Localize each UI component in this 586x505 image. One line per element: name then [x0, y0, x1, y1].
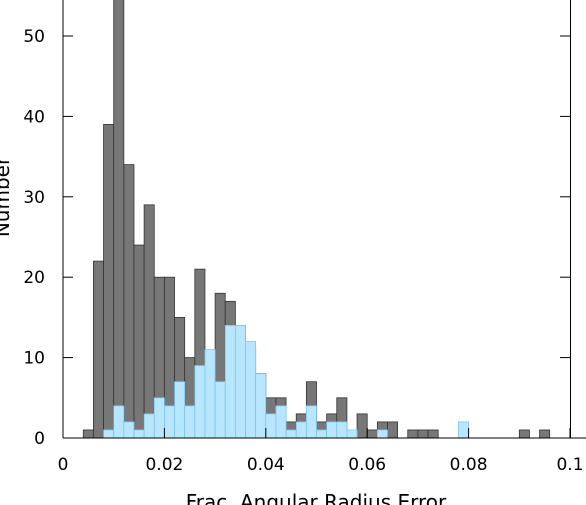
y-tick-label: 30	[23, 188, 45, 208]
bar	[174, 381, 186, 439]
bar	[113, 405, 125, 439]
series-blue-bars	[103, 325, 469, 439]
bar	[356, 413, 368, 439]
bar	[204, 349, 216, 439]
bar	[265, 413, 277, 439]
bar	[234, 325, 246, 439]
bar	[224, 325, 236, 439]
bar	[133, 244, 145, 439]
x-axis-label: Frac. Angular Radius Error	[186, 490, 447, 505]
bar	[316, 429, 328, 439]
bar	[285, 429, 297, 439]
bar	[366, 429, 378, 439]
bar	[387, 421, 399, 439]
x-tick-label: 0.06	[348, 455, 386, 475]
bar	[214, 381, 226, 439]
bar	[275, 405, 287, 439]
bar	[458, 421, 469, 439]
bar	[133, 429, 145, 439]
bar	[417, 429, 429, 439]
bar	[163, 405, 175, 439]
bar	[194, 365, 206, 439]
bar	[245, 341, 257, 439]
bar	[103, 429, 115, 439]
bar	[407, 429, 419, 439]
bar	[82, 429, 94, 439]
axes	[62, 0, 586, 439]
bar	[346, 429, 358, 439]
y-tick-label: 50	[23, 27, 45, 47]
y-tick-label: 10	[23, 349, 45, 369]
y-tick-label: 0	[34, 429, 45, 449]
bar	[427, 429, 439, 439]
bar	[518, 429, 530, 439]
bar	[539, 429, 551, 439]
bar	[295, 421, 307, 439]
bar	[153, 397, 165, 439]
bar	[326, 421, 338, 439]
y-axis-label: Number	[0, 156, 14, 237]
y-tick-label: 20	[23, 268, 45, 288]
bar	[103, 124, 115, 439]
x-tick-label: 0.02	[145, 455, 183, 475]
bar	[143, 413, 155, 439]
x-tick-label: 0	[58, 455, 69, 475]
tick-marks	[62, 35, 571, 439]
series-gray-bars	[82, 0, 551, 439]
bar	[143, 204, 155, 439]
x-tick-label: 0.08	[450, 455, 488, 475]
bar	[123, 164, 135, 439]
bar	[113, 0, 125, 439]
bar	[184, 405, 196, 439]
bar	[336, 421, 348, 439]
x-tick-label: 0.04	[247, 455, 285, 475]
y-tick-label: 40	[23, 107, 45, 127]
bar	[123, 421, 135, 439]
bar	[255, 373, 267, 439]
tick-labels: 0 10 20 30 40 50 0 0.02 0.04 0.06 0.08 0.1	[23, 27, 583, 475]
x-tick-label: 0.1	[556, 455, 583, 475]
bar	[376, 429, 388, 439]
bar	[93, 260, 104, 439]
bar	[305, 405, 317, 439]
